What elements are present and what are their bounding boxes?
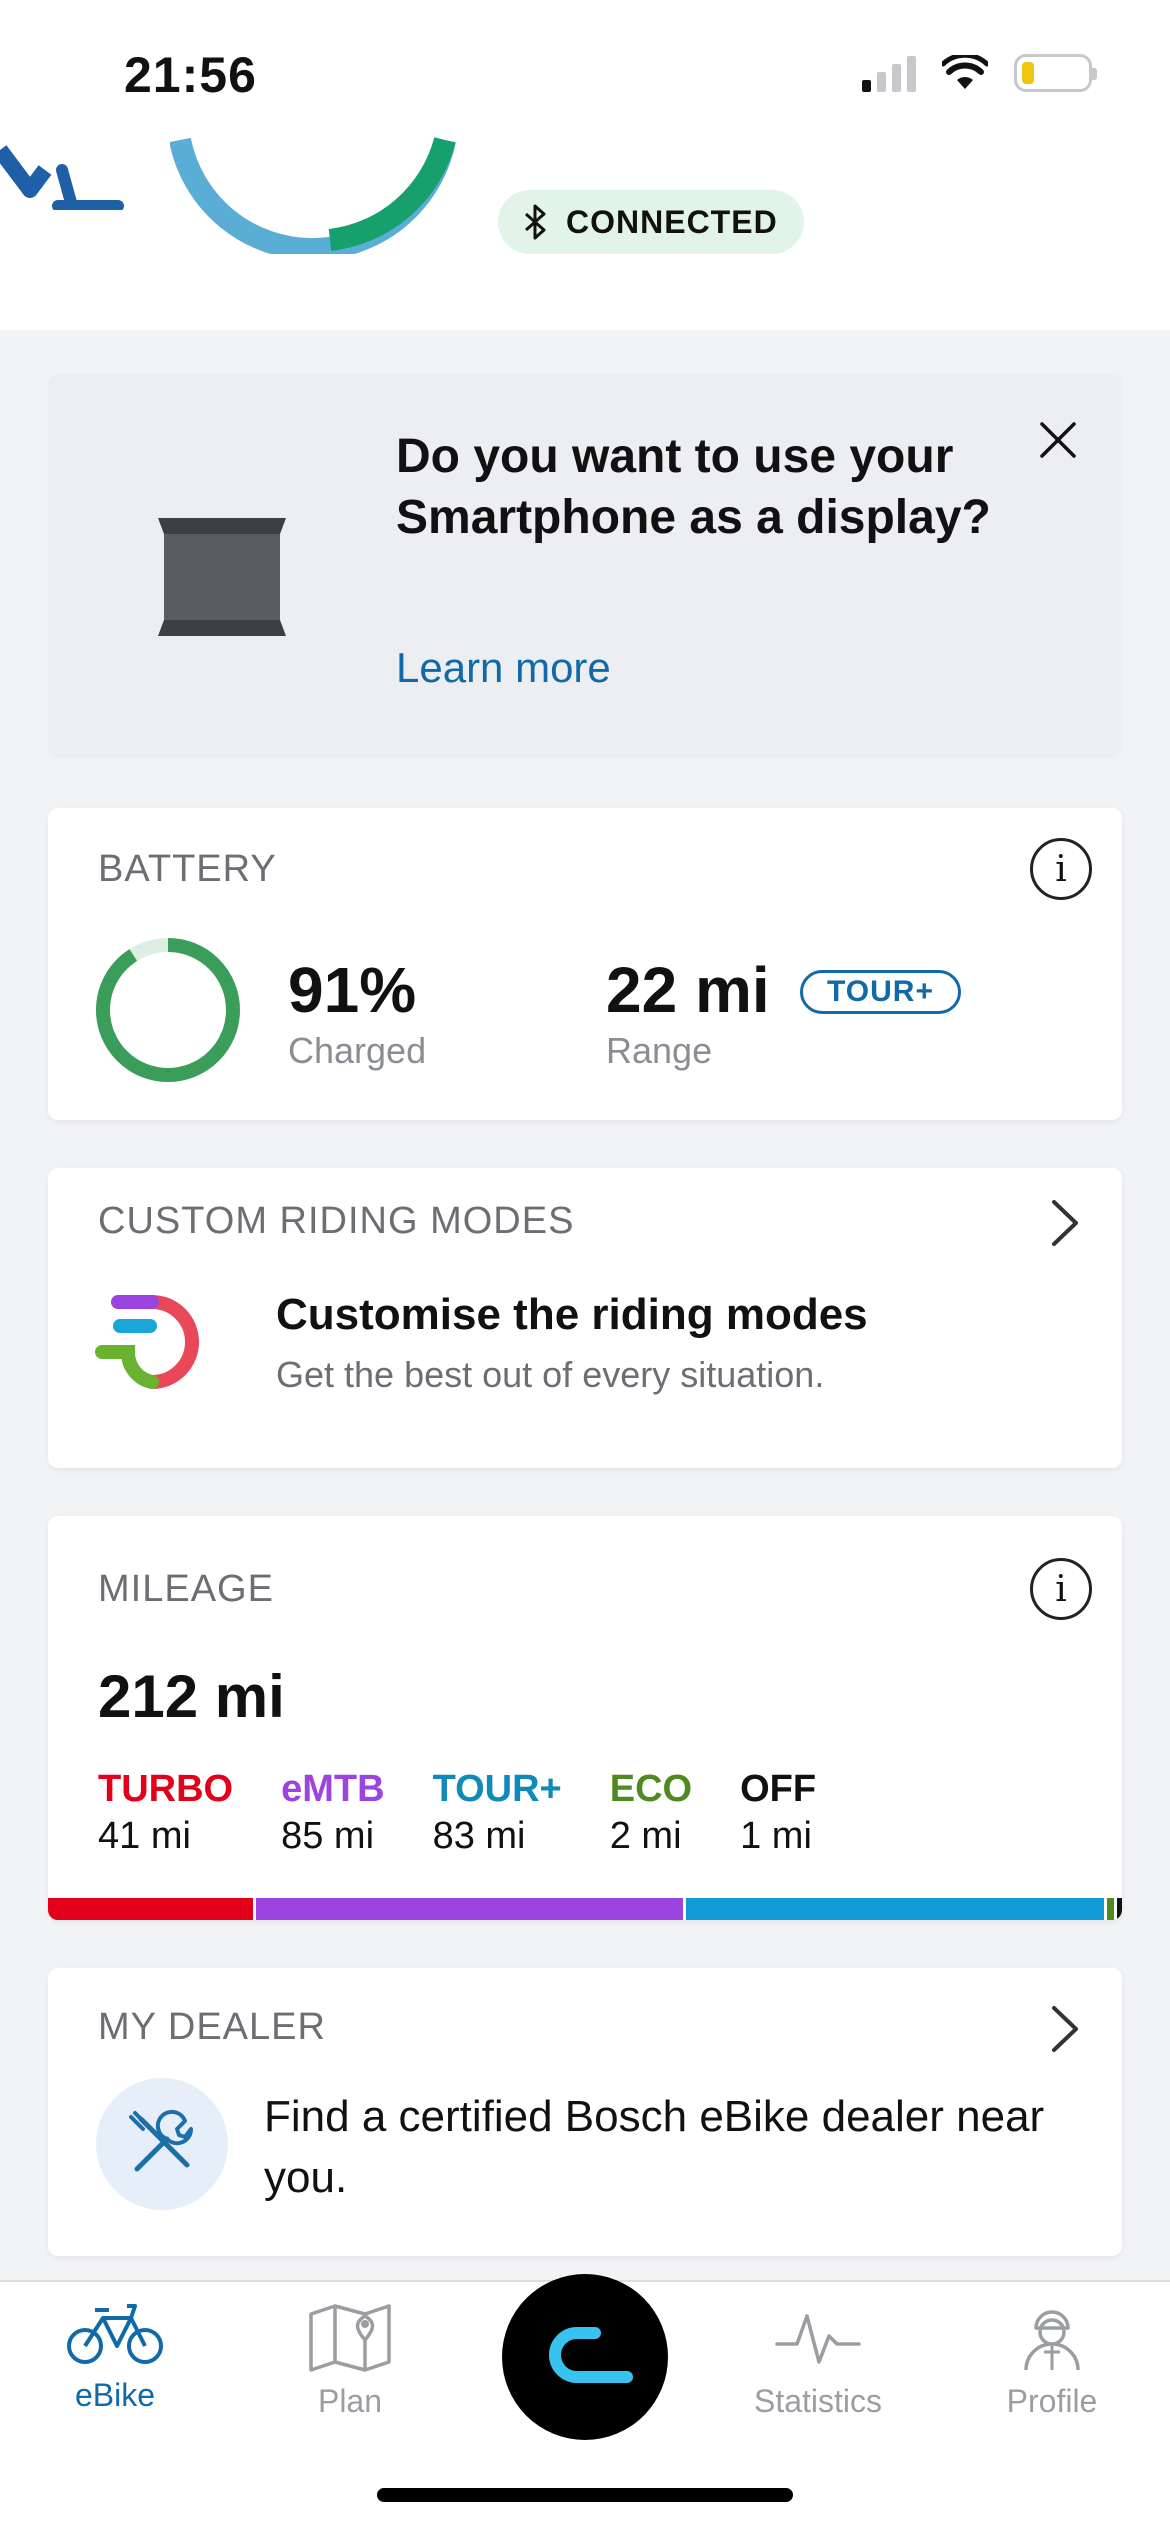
mode-distance: 85 mi xyxy=(281,1815,375,1857)
activity-icon xyxy=(775,2314,861,2364)
mileage-total: 212 mi xyxy=(98,1663,285,1730)
dealer-text: Find a certified Bosch eBike dealer near… xyxy=(264,2092,1045,2202)
mileage-distribution-bar xyxy=(48,1898,1122,1920)
bike-battery-ring xyxy=(170,136,456,254)
dealer-title: MY DEALER xyxy=(98,2006,326,2048)
close-icon[interactable] xyxy=(1038,420,1078,460)
tools-icon xyxy=(129,2109,194,2172)
mode-badge: TOUR+ xyxy=(800,970,961,1014)
info-icon[interactable]: i xyxy=(1030,1558,1092,1620)
map-icon xyxy=(309,2304,391,2372)
learn-more-link[interactable]: Learn more xyxy=(396,644,611,691)
chevron-right-icon[interactable] xyxy=(1048,1198,1082,1248)
mileage-mode-emtb: eMTB 85 mi xyxy=(281,1768,384,1858)
riding-modes-icon xyxy=(95,1295,199,1389)
smartphone-display-promo: Do you want to use your Smartphone as a … xyxy=(48,374,1122,759)
cellular-signal-icon xyxy=(862,54,916,92)
mileage-mode-turbo: TURBO 41 mi xyxy=(98,1768,233,1858)
mode-distance: 1 mi xyxy=(740,1815,812,1857)
custom-modes-heading: Customise the riding modes xyxy=(276,1290,868,1339)
mileage-segment-turbo xyxy=(48,1898,256,1920)
battery-level-ring xyxy=(96,938,240,1082)
mileage-mode-tourplus: TOUR+ 83 mi xyxy=(433,1768,562,1858)
home-indicator xyxy=(377,2488,793,2502)
battery-range-label: Range xyxy=(606,1030,713,1071)
mode-name: TURBO xyxy=(98,1768,234,1810)
mileage-mode-off: OFF 1 mi xyxy=(740,1768,816,1858)
tab-ebike[interactable]: eBike xyxy=(25,2302,205,2414)
tab-label: Statistics xyxy=(753,2383,883,2419)
bike-icon xyxy=(67,2304,163,2364)
connection-badge: CONNECTED xyxy=(498,190,804,254)
mileage-segment-off xyxy=(1116,1898,1122,1920)
bluetooth-icon xyxy=(525,204,546,240)
battery-title: BATTERY xyxy=(98,848,277,890)
center-action-button[interactable] xyxy=(502,2274,668,2440)
system-status-icons xyxy=(862,54,1097,92)
custom-modes-title: CUSTOM RIDING MODES xyxy=(98,1200,575,1242)
mode-distance: 2 mi xyxy=(609,1815,682,1857)
top-section: 21:56 CONNECTED xyxy=(0,0,1170,330)
tab-label: Profile xyxy=(1006,2383,1098,2419)
chevron-right-icon[interactable] xyxy=(1048,2004,1082,2054)
mileage-segment-eco xyxy=(1106,1898,1117,1920)
my-dealer-card[interactable]: MY DEALER Find a certified Bosch eBike d… xyxy=(48,1968,1122,2256)
mileage-title: MILEAGE xyxy=(98,1568,274,1610)
battery-percent-label: Charged xyxy=(288,1030,427,1071)
mileage-modes: TURBO 41 mi eMTB 85 mi TOUR+ 83 mi ECO 2… xyxy=(98,1768,864,1858)
bosch-flow-icon xyxy=(549,2327,633,2383)
mode-distance: 41 mi xyxy=(98,1815,191,1857)
promo-title: Do you want to use your Smartphone as a … xyxy=(396,430,991,544)
battery-range: 22 mi xyxy=(606,954,770,1026)
battery-percent: 91% xyxy=(288,954,417,1026)
info-icon[interactable]: i xyxy=(1030,838,1092,900)
tab-label: Plan xyxy=(317,2383,383,2419)
custom-modes-subtitle: Get the best out of every situation. xyxy=(276,1354,825,1395)
tab-profile[interactable]: Profile xyxy=(962,2302,1142,2420)
mileage-segment-tourplus xyxy=(686,1898,1107,1920)
mode-name: TOUR+ xyxy=(432,1768,562,1810)
connection-status-text: CONNECTED xyxy=(566,203,778,240)
mode-name: ECO xyxy=(609,1768,693,1810)
custom-riding-modes-card[interactable]: CUSTOM RIDING MODES Customise the riding… xyxy=(48,1168,1122,1468)
display-device-icon xyxy=(158,518,286,636)
bike-illustration xyxy=(0,145,124,210)
dealer-icon-circle xyxy=(96,2078,228,2210)
tab-label: eBike xyxy=(74,2377,156,2413)
mode-name: eMTB xyxy=(281,1768,385,1810)
mileage-segment-emtb xyxy=(255,1898,687,1920)
tab-plan[interactable]: Plan xyxy=(260,2302,440,2420)
mileage-mode-eco: ECO 2 mi xyxy=(610,1768,692,1858)
profile-icon xyxy=(1024,2310,1080,2371)
status-time: 21:56 xyxy=(124,47,257,103)
mode-distance: 83 mi xyxy=(432,1815,526,1857)
phone-battery-icon xyxy=(1014,54,1097,92)
mileage-card[interactable]: MILEAGE i 212 mi TURBO 41 mi eMTB 85 mi … xyxy=(48,1516,1122,1920)
wifi-icon xyxy=(942,55,988,89)
tab-statistics[interactable]: Statistics xyxy=(728,2302,908,2420)
mode-name: OFF xyxy=(740,1768,817,1810)
battery-card[interactable]: BATTERY i 91% Charged 22 mi Range TOUR+ xyxy=(48,808,1122,1120)
